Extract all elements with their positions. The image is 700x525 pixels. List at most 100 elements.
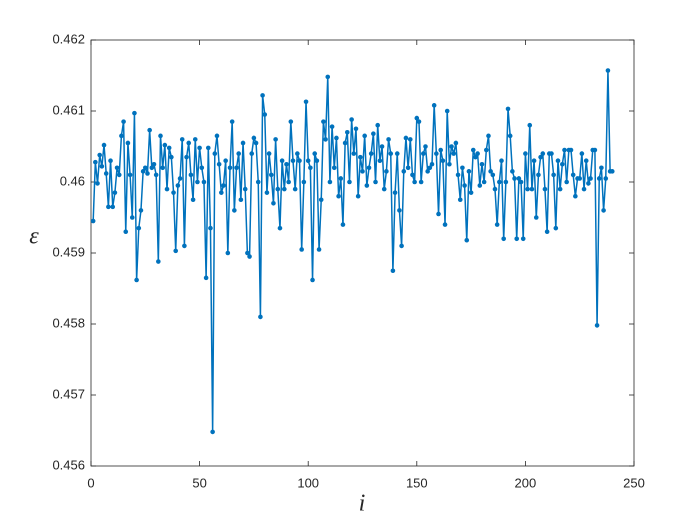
- data-point: [90, 218, 96, 224]
- data-point: [516, 176, 522, 181]
- data-point: [479, 161, 485, 167]
- data-point: [416, 119, 422, 124]
- data-point: [329, 124, 335, 129]
- x-axis-label: i: [359, 491, 366, 517]
- data-point: [249, 151, 255, 156]
- data-point: [540, 151, 546, 156]
- data-point: [555, 158, 561, 163]
- data-point: [327, 179, 333, 185]
- data-point: [129, 215, 135, 220]
- data-point: [340, 222, 346, 227]
- data-point: [531, 158, 537, 163]
- data-point: [423, 144, 428, 149]
- data-point: [245, 250, 250, 256]
- data-point: [136, 225, 142, 231]
- data-point: [386, 137, 391, 142]
- data-point: [240, 140, 246, 146]
- data-point: [323, 137, 328, 142]
- data-point: [492, 186, 498, 192]
- data-point: [573, 193, 578, 199]
- data-point: [484, 147, 489, 153]
- data-point: [570, 172, 576, 178]
- data-point: [453, 140, 459, 146]
- data-point: [514, 236, 520, 242]
- data-point: [99, 164, 105, 169]
- data-point: [162, 142, 168, 148]
- data-point: [336, 193, 341, 199]
- data-point: [210, 429, 215, 435]
- data-point: [186, 140, 192, 146]
- data-point: [518, 179, 524, 185]
- data-point: [156, 259, 161, 264]
- data-point: [388, 151, 394, 156]
- data-point: [507, 133, 513, 139]
- data-point: [177, 176, 183, 181]
- data-point: [405, 165, 411, 171]
- data-point: [123, 229, 129, 234]
- data-point: [466, 169, 472, 174]
- data-point: [605, 68, 611, 73]
- data-point: [355, 193, 361, 199]
- data-point: [110, 204, 116, 210]
- data-point: [392, 190, 398, 195]
- data-point: [464, 237, 470, 243]
- data-point: [568, 147, 574, 153]
- data-point: [175, 183, 181, 188]
- data-point: [195, 179, 200, 185]
- data-point: [549, 151, 554, 156]
- data-point: [594, 323, 600, 328]
- data-point: [560, 161, 565, 167]
- y-tick-label: 0.456: [52, 457, 85, 472]
- data-point: [536, 172, 541, 178]
- plot-area: [90, 39, 635, 467]
- data-point: [503, 179, 509, 185]
- data-point: [460, 165, 465, 171]
- x-tick-label: 0: [87, 475, 94, 490]
- data-point: [205, 145, 211, 151]
- data-point: [219, 190, 224, 195]
- data-point: [586, 181, 591, 186]
- data-point: [221, 183, 226, 188]
- data-point: [581, 186, 587, 192]
- data-point: [147, 127, 152, 133]
- data-point: [116, 172, 122, 178]
- data-point: [447, 161, 452, 167]
- data-point: [145, 171, 150, 176]
- data-point: [564, 179, 569, 185]
- data-point: [377, 158, 383, 163]
- data-point: [171, 190, 176, 195]
- data-point: [297, 158, 302, 163]
- data-point: [501, 236, 506, 242]
- data-point: [523, 151, 528, 156]
- data-point: [351, 151, 357, 156]
- data-point: [557, 186, 563, 192]
- data-point: [103, 171, 109, 176]
- data-point: [151, 161, 157, 167]
- data-point: [114, 165, 120, 171]
- data-point: [418, 179, 424, 185]
- data-point: [421, 151, 426, 156]
- data-point: [247, 254, 252, 259]
- data-point: [438, 147, 443, 153]
- data-point: [510, 169, 515, 174]
- data-point: [596, 176, 602, 181]
- data-point: [442, 222, 448, 227]
- data-point: [134, 277, 139, 283]
- data-point: [212, 151, 218, 156]
- data-point: [197, 145, 202, 151]
- data-point: [349, 117, 354, 122]
- data-point: [520, 236, 526, 242]
- data-point: [368, 151, 374, 156]
- y-tick-label: 0.458: [52, 315, 85, 330]
- y-tick-label: 0.46: [60, 173, 85, 188]
- data-point: [371, 131, 376, 137]
- data-point: [279, 158, 285, 163]
- data-point: [599, 165, 604, 171]
- data-point: [253, 140, 259, 146]
- data-point: [425, 169, 430, 174]
- data-point: [216, 161, 222, 167]
- data-point: [268, 172, 274, 178]
- data-point: [451, 151, 457, 156]
- data-point: [551, 172, 556, 178]
- data-point: [255, 179, 261, 185]
